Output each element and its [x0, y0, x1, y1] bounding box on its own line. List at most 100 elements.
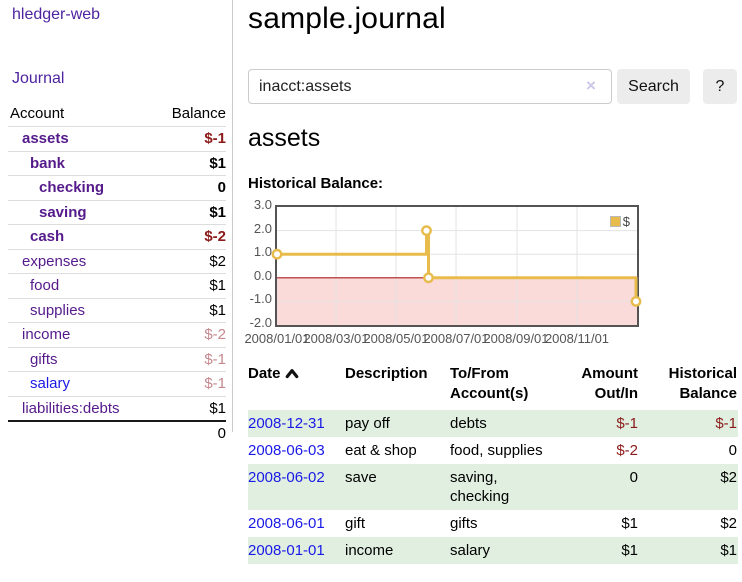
y-tick-label: 3.0: [253, 197, 272, 212]
account-balance: $1: [209, 154, 226, 172]
chart-legend: $: [609, 214, 630, 229]
column-header-amount: Amount Out/In: [581, 365, 638, 402]
account-link-food[interactable]: food: [30, 277, 60, 294]
sidebar-divider: [232, 0, 233, 432]
transaction-date-link[interactable]: 2008-01-01: [248, 542, 325, 559]
accounts-table: Account Balance assets $-1 bank $1 check…: [8, 101, 226, 446]
transaction-balance: 0: [728, 442, 737, 459]
register-table: Date Description To/From Account(s) Amou…: [248, 362, 738, 564]
account-row: supplies $1: [8, 297, 226, 323]
transaction-accounts: food, supplies: [450, 442, 543, 459]
transaction-accounts: saving, checking: [450, 469, 510, 505]
account-balance: $-1: [204, 350, 226, 368]
register-header-row: Date Description To/From Account(s) Amou…: [248, 362, 738, 410]
x-tick-label: 2008/01/01: [244, 331, 310, 346]
column-header-description: Description: [345, 365, 428, 382]
account-link-cash[interactable]: cash: [30, 228, 65, 245]
accounts-table-header: Account Balance: [8, 101, 226, 126]
transaction-amount: $1: [621, 515, 638, 532]
date-header-label: Date: [248, 365, 281, 382]
transaction-balance: $-1: [715, 415, 737, 432]
search-input[interactable]: [248, 69, 612, 104]
transaction-accounts: debts: [450, 415, 487, 432]
column-header-date[interactable]: Date: [248, 362, 345, 410]
accounts-total-value: 0: [217, 425, 226, 442]
x-tick-label: 2008/05/01: [363, 331, 429, 346]
account-row: saving $1: [8, 199, 226, 225]
transaction-date-link[interactable]: 2008-06-01: [248, 515, 325, 532]
account-link-salary[interactable]: salary: [30, 375, 71, 392]
account-balance: $1: [209, 203, 226, 221]
account-balance: $1: [209, 399, 226, 417]
account-balance: $-2: [204, 228, 226, 245]
register-row: 2008-01-01 income salary $1 $1: [248, 537, 738, 564]
plot-canvas: [271, 207, 642, 325]
account-balance: $-2: [204, 326, 226, 343]
account-link-liabilities-debts[interactable]: liabilities:debts: [22, 399, 120, 417]
account-balance: $-1: [204, 130, 226, 147]
register-row: 2008-06-01 gift gifts $1 $2: [248, 510, 738, 537]
y-tick-label: 2.0: [253, 220, 272, 236]
x-tick-label: 2008/11/01: [544, 331, 610, 346]
transaction-date-link[interactable]: 2008-06-03: [248, 442, 325, 459]
clear-search-icon[interactable]: ×: [586, 76, 596, 95]
account-row: expenses $2: [8, 248, 226, 274]
register-row: 2008-06-02 save saving, checking 0 $2: [248, 464, 738, 510]
account-link-bank[interactable]: bank: [30, 154, 66, 172]
sort-ascending-icon: [285, 365, 299, 385]
help-button[interactable]: ?: [703, 69, 737, 104]
account-balance: $-1: [204, 375, 226, 392]
transaction-date-link[interactable]: 2008-06-02: [248, 469, 325, 486]
transaction-date-link[interactable]: 2008-12-31: [248, 415, 325, 432]
accounts-total-row: 0: [8, 420, 226, 446]
legend-label: $: [622, 214, 630, 229]
transaction-description: gift: [345, 515, 366, 532]
legend-swatch-icon: [609, 216, 621, 227]
plot-area: $: [271, 205, 642, 327]
account-link-checking[interactable]: checking: [39, 179, 105, 196]
column-header-accounts: To/From Account(s): [450, 365, 529, 402]
y-tick-label: -1.0: [249, 291, 272, 307]
account-link-expenses[interactable]: expenses: [22, 252, 87, 270]
transaction-description: pay off: [345, 415, 390, 432]
account-link-income[interactable]: income: [22, 326, 71, 343]
y-tick-label: 0.0: [253, 267, 272, 283]
transaction-amount: $-2: [616, 442, 638, 459]
account-row: checking 0: [8, 175, 226, 200]
sidebar-item-journal[interactable]: Journal: [12, 70, 65, 87]
search-form: × Search ?: [248, 69, 738, 104]
historical-balance-chart: 3.0 2.0 1.0 0.0 -1.0 -2.0 $ 2008/01/01 2…: [244, 197, 738, 347]
sidebar: hledger-web Journal Account Balance asse…: [0, 0, 232, 450]
account-balance: $1: [209, 277, 226, 294]
app-brand-link[interactable]: hledger-web: [12, 6, 101, 23]
transaction-balance: $2: [720, 469, 737, 486]
account-row: income $-2: [8, 322, 226, 347]
transaction-description: income: [345, 542, 394, 559]
y-tick-label: -2.0: [249, 315, 272, 330]
register-row: 2008-06-03 eat & shop food, supplies $-2…: [248, 437, 738, 464]
account-row: gifts $-1: [8, 346, 226, 372]
account-row: cash $-2: [8, 224, 226, 249]
account-row: bank $1: [8, 150, 226, 176]
transaction-accounts: salary: [450, 542, 491, 559]
main-content: sample.journal × Search ? assets Histori…: [244, 0, 738, 582]
account-link-saving[interactable]: saving: [39, 203, 87, 221]
account-heading: assets: [248, 124, 321, 152]
transaction-description: eat & shop: [345, 442, 417, 459]
column-header-balance: Historical Balance: [668, 365, 737, 402]
account-link-supplies[interactable]: supplies: [30, 301, 86, 319]
transaction-amount: 0: [629, 469, 638, 486]
search-button[interactable]: Search: [617, 69, 690, 104]
chart-title: Historical Balance:: [248, 175, 384, 192]
transaction-accounts: gifts: [450, 515, 478, 532]
account-balance: $1: [209, 301, 226, 319]
y-tick-label: 1.0: [253, 244, 272, 260]
transaction-amount: $-1: [616, 415, 638, 432]
x-tick-label: 2008/09/01: [483, 331, 549, 346]
x-tick-label: 2008/03/01: [303, 331, 369, 346]
account-link-gifts[interactable]: gifts: [30, 350, 58, 368]
account-row: assets $-1: [8, 126, 226, 151]
account-link-assets[interactable]: assets: [22, 130, 69, 147]
account-row: salary $-1: [8, 371, 226, 396]
account-row: liabilities:debts $1: [8, 395, 226, 421]
